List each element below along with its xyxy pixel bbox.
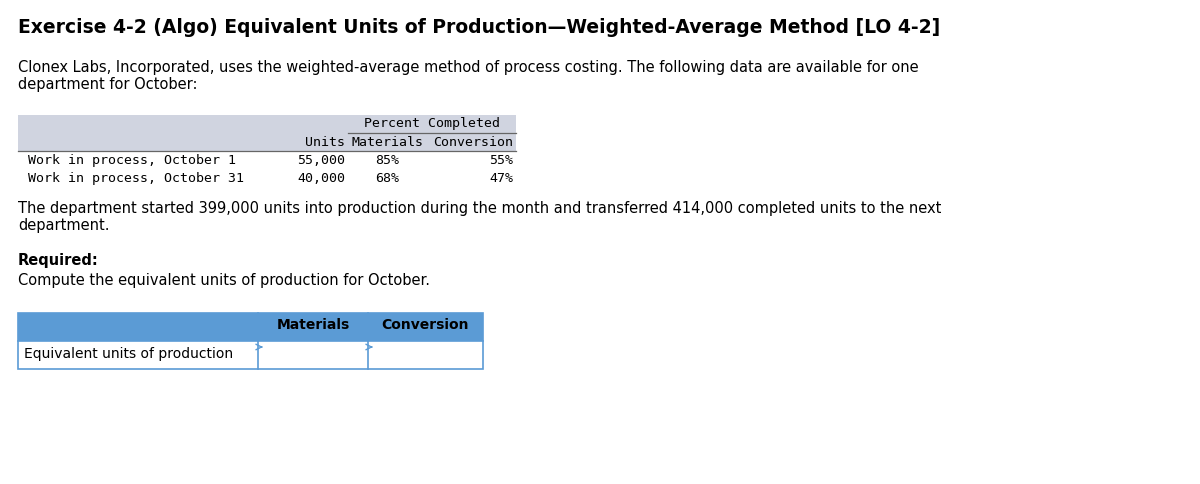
Text: Clonex Labs, Incorporated, uses the weighted-average method of process costing. : Clonex Labs, Incorporated, uses the weig…	[18, 60, 919, 92]
Bar	[18, 341, 482, 369]
Bar	[18, 313, 482, 341]
Text: Work in process, October 1: Work in process, October 1	[28, 154, 236, 167]
Text: Percent Completed: Percent Completed	[364, 117, 500, 130]
Text: Required:: Required:	[18, 253, 98, 268]
Bar	[18, 151, 516, 169]
Text: Conversion: Conversion	[433, 136, 514, 149]
Text: Work in process, October 31: Work in process, October 31	[28, 172, 244, 185]
Text: 47%: 47%	[490, 172, 514, 185]
Text: 40,000: 40,000	[298, 172, 346, 185]
Text: Equivalent units of production: Equivalent units of production	[24, 347, 233, 361]
Bar	[18, 169, 516, 187]
Bar	[348, 115, 516, 133]
Text: 68%: 68%	[374, 172, 398, 185]
Text: Materials: Materials	[352, 136, 424, 149]
Text: Compute the equivalent units of production for October.: Compute the equivalent units of producti…	[18, 273, 430, 288]
Text: Conversion: Conversion	[382, 318, 469, 332]
Text: Materials: Materials	[276, 318, 349, 332]
Text: Exercise 4-2 (Algo) Equivalent Units of Production—Weighted-Average Method [LO 4: Exercise 4-2 (Algo) Equivalent Units of …	[18, 18, 941, 37]
Text: 85%: 85%	[374, 154, 398, 167]
Text: 55,000: 55,000	[298, 154, 346, 167]
Text: Units: Units	[305, 136, 346, 149]
Text: The department started 399,000 units into production during the month and transf: The department started 399,000 units int…	[18, 201, 941, 233]
Bar	[18, 115, 516, 187]
Text: 55%: 55%	[490, 154, 514, 167]
